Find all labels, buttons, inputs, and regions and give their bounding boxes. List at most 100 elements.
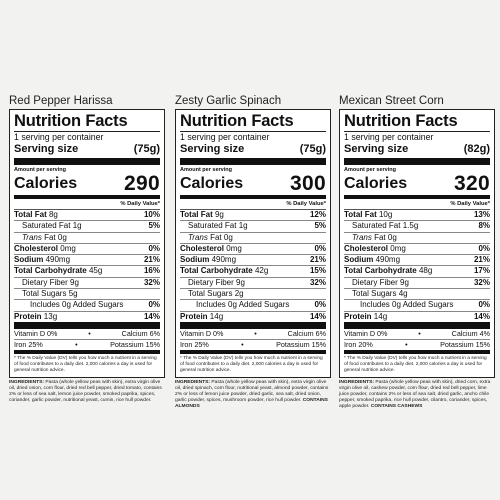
- ingredients-text: Pasta (whole yellow peas with skin), ext…: [175, 379, 329, 403]
- calories-label: Calories: [180, 175, 244, 192]
- calories-row: Calories 300: [180, 173, 326, 199]
- daily-value-header: % Daily Value*: [344, 199, 490, 210]
- nutrient-label: Includes 0g Added Sugars: [30, 300, 124, 310]
- saturated-fat-row: Saturated Fat 1g 5%: [14, 221, 160, 233]
- bullet-separator: •: [254, 328, 257, 338]
- nutrient-label: Total Carbohydrate: [344, 266, 417, 276]
- calories-value: 320: [454, 172, 490, 195]
- serving-size-label: Serving size: [14, 143, 79, 155]
- vitamin-right: Potassium 15%: [440, 339, 490, 349]
- ingredients-label: INGREDIENTS:: [175, 379, 211, 385]
- total-sugars-row: Total Sugars 5g: [14, 289, 160, 301]
- nutrient-label: Cholesterol: [344, 243, 389, 253]
- vitamin-row-1: Vitamin D 0% • Calcium 6%: [180, 329, 326, 340]
- nutrient-amount: 0mg: [60, 243, 76, 253]
- ingredients-text: Pasta (whole yellow peas with skin), ext…: [9, 379, 162, 403]
- nutrient-pct: 0%: [314, 300, 326, 310]
- nutrient-pct: 14%: [473, 311, 490, 321]
- nutrient-amount: 1.5g: [402, 221, 419, 231]
- nutrition-facts-title: Nutrition Facts: [344, 112, 490, 132]
- servings-per-container: 1 serving per container: [344, 132, 434, 142]
- nutrition-facts-title: Nutrition Facts: [180, 112, 326, 132]
- nutrient-pct: 10%: [143, 210, 160, 219]
- nutrient-amount: 5g: [68, 289, 78, 299]
- flavor-name: Zesty Garlic Spinach: [175, 95, 282, 107]
- saturated-fat-row: Saturated Fat 1.5g 8%: [344, 221, 490, 233]
- vitamin-row-1: Vitamin D 0% • Calcium 4%: [344, 329, 490, 340]
- nutrient-amount: 42g: [254, 266, 269, 276]
- trans-fat-row: Trans Fat 0g: [14, 233, 160, 244]
- vitamin-left: Iron 25%: [180, 339, 209, 349]
- nutrient-label: Total Carbohydrate: [14, 266, 87, 276]
- dietary-fiber-row: Dietary Fiber 9g 32%: [344, 277, 490, 290]
- ingredients: INGREDIENTS: Pasta (whole yellow peas wi…: [9, 380, 165, 404]
- nutrient-pct: 16%: [143, 266, 160, 276]
- nutrient-pct: 21%: [143, 255, 160, 265]
- trans-label: Trans: [188, 232, 208, 242]
- nutrient-label: Cholesterol: [14, 243, 59, 253]
- nutrient-label: Total Sugars: [188, 289, 233, 299]
- nutrition-facts-panel: Nutrition Facts 1 serving per container …: [175, 109, 331, 378]
- vitamin-row-2: Iron 25% • Potassium 15%: [14, 340, 160, 354]
- daily-value-header: % Daily Value*: [14, 199, 160, 210]
- total-carbohydrate-row: Total Carbohydrate 45g 16%: [14, 266, 160, 278]
- nutrient-amount: 9g: [214, 210, 224, 219]
- nutrient-label: Dietary Fiber: [352, 277, 398, 287]
- dietary-fiber-row: Dietary Fiber 9g 32%: [14, 277, 160, 290]
- daily-value-footnote: * The % Daily Value (DV) tells you how m…: [14, 355, 157, 373]
- ingredients: INGREDIENTS: Pasta (whole yellow peas wi…: [175, 380, 331, 410]
- nutrient-pct: 0%: [148, 243, 160, 253]
- nutrition-column: Red Pepper Harissa Nutrition Facts 1 ser…: [9, 95, 165, 404]
- nutrient-amount: 45g: [88, 266, 103, 276]
- nutrition-facts-title: Nutrition Facts: [14, 112, 160, 132]
- nutrient-amount: 0mg: [390, 243, 406, 253]
- sodium-row: Sodium 490mg 21%: [180, 255, 326, 267]
- bullet-separator: •: [241, 339, 244, 349]
- calories-label: Calories: [344, 175, 408, 192]
- nutrient-pct: 15%: [309, 266, 326, 276]
- serving-size: Serving size (75g): [14, 143, 160, 165]
- nutrient-label: Total Carbohydrate: [180, 266, 253, 276]
- dietary-fiber-row: Dietary Fiber 9g 32%: [180, 278, 326, 290]
- serving-size-value: (75g): [133, 143, 160, 155]
- vitamin-row-2: Iron 20% • Potassium 15%: [344, 340, 490, 354]
- vitamin-left: Iron 25%: [14, 339, 43, 349]
- nutrient-label: Includes 0g Added Sugars: [196, 300, 290, 310]
- total-fat-row: Total Fat 10g 13%: [344, 210, 490, 222]
- trans-rest: Fat 0g: [374, 232, 397, 242]
- vitamin-row-2: Iron 25% • Potassium 15%: [180, 340, 326, 354]
- total-sugars-row: Total Sugars 4g: [344, 289, 490, 301]
- nutrient-label: Total Sugars: [22, 289, 67, 299]
- nutrient-amount: 9g: [400, 277, 409, 287]
- nutrient-pct: 8%: [478, 221, 490, 231]
- nutrient-label: Cholesterol: [180, 243, 225, 253]
- nutrient-pct: 21%: [473, 255, 490, 265]
- cholesterol-row: Cholesterol 0mg 0%: [180, 243, 326, 256]
- sodium-row: Sodium 490mg 21%: [344, 255, 490, 267]
- vitamin-right: Calcium 6%: [287, 328, 326, 338]
- nutrient-pct: 14%: [143, 311, 160, 321]
- nutrient-amount: 48g: [418, 266, 433, 276]
- nutrient-pct: 14%: [309, 311, 326, 321]
- added-sugars-row: Includes 0g Added Sugars 0%: [14, 300, 160, 312]
- vitamin-row-1: Vitamin D 0% • Calcium 6%: [14, 329, 160, 340]
- nutrient-label: Saturated Fat: [22, 221, 71, 231]
- trans-label: Trans: [352, 232, 372, 242]
- nutrient-pct: 0%: [314, 243, 326, 253]
- allergen-statement: CONTAINS ALMONDS: [175, 397, 328, 409]
- bullet-separator: •: [405, 339, 408, 349]
- nutrient-pct: 32%: [473, 277, 490, 287]
- serving-size-value: (75g): [299, 143, 326, 155]
- nutrient-label: Dietary Fiber: [22, 277, 68, 287]
- total-fat-row: Total Fat 9g 12%: [180, 210, 326, 222]
- vitamin-left: Vitamin D 0%: [14, 328, 58, 338]
- nutrient-pct: 32%: [143, 277, 160, 287]
- daily-value-footnote: * The % Daily Value (DV) tells you how m…: [344, 355, 487, 373]
- servings-per-container: 1 serving per container: [180, 132, 270, 142]
- cholesterol-row: Cholesterol 0mg 0%: [344, 243, 490, 256]
- serving-size-value: (82g): [463, 143, 490, 155]
- nutrient-pct: 0%: [478, 300, 490, 310]
- nutrient-amount: 1g: [238, 221, 248, 231]
- total-carbohydrate-row: Total Carbohydrate 42g 15%: [180, 266, 326, 278]
- nutrition-column: Zesty Garlic Spinach Nutrition Facts 1 s…: [175, 95, 331, 410]
